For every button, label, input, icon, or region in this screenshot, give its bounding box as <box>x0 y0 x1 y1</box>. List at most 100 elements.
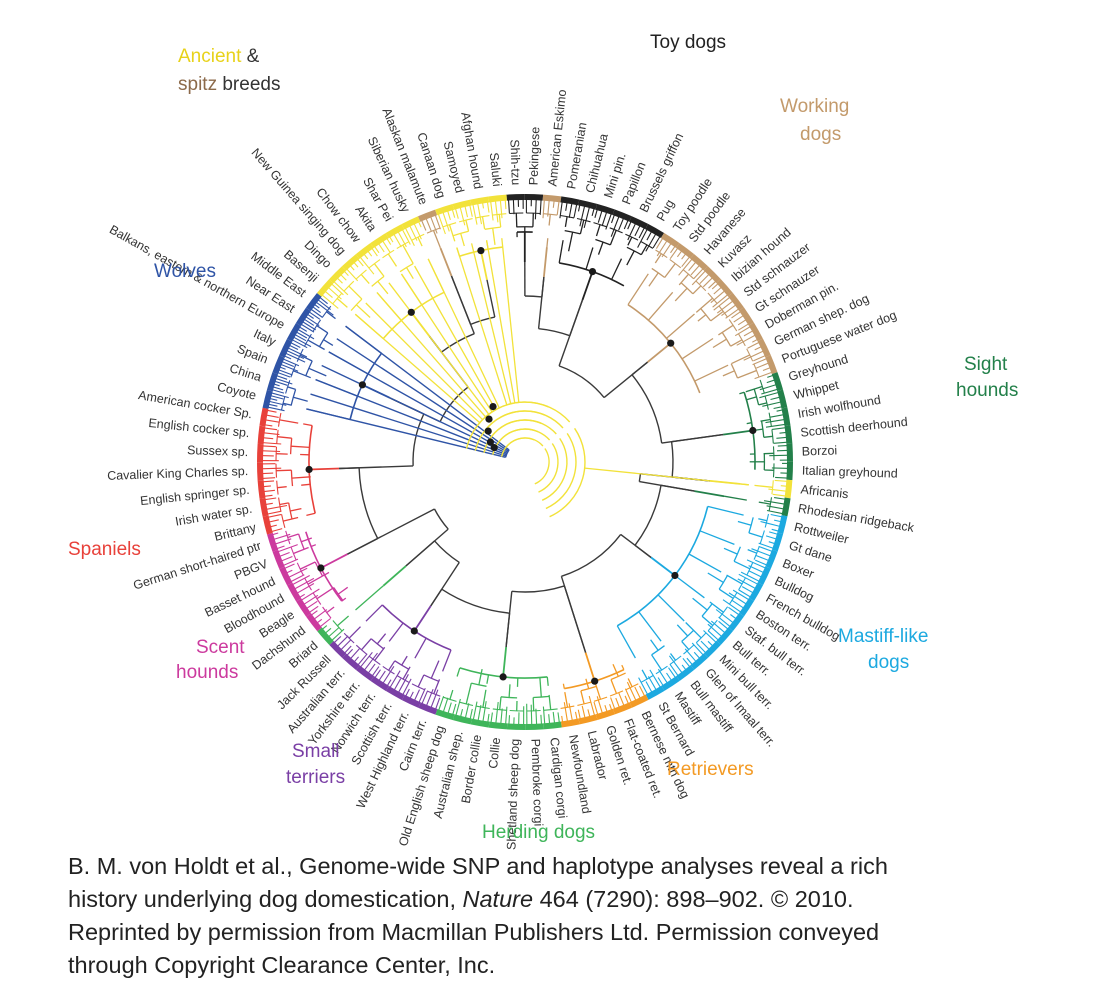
tree-branch <box>765 423 788 428</box>
leaf-ring <box>256 193 794 731</box>
clade-label-ancient: spitz breeds <box>178 74 280 95</box>
breed-label: Scottish deerhound <box>800 415 909 440</box>
leaf-color-band <box>452 714 472 725</box>
leaf-color-band <box>342 653 360 671</box>
tree-branch <box>430 660 440 679</box>
leaf-color-band <box>784 479 793 499</box>
leaf-color-band <box>506 193 525 201</box>
tree-arc <box>707 619 718 632</box>
tree-branch <box>564 216 568 228</box>
tree-branch <box>718 324 734 336</box>
tree-branch <box>295 327 315 340</box>
tree-branch <box>439 247 453 277</box>
tree-branch <box>627 273 649 306</box>
tree-branch <box>402 244 414 264</box>
tree-branch <box>763 500 787 505</box>
tree-branch <box>692 597 708 611</box>
tree-branch <box>627 678 633 688</box>
tree-arc <box>394 660 410 670</box>
leaf-color-band <box>418 209 438 222</box>
bootstrap-node <box>588 268 597 276</box>
tree-branch <box>362 652 378 673</box>
leaf-color-band <box>279 338 293 358</box>
leaf-color-band <box>703 640 721 658</box>
tree-branch <box>414 265 497 411</box>
tree-branch <box>621 664 625 670</box>
bootstrap-node <box>305 465 313 474</box>
clade-label-mastiff: Mastiff-like <box>838 626 928 647</box>
leaf-color-band <box>661 675 680 691</box>
tree-branch <box>669 653 677 661</box>
tree-branch <box>326 311 336 320</box>
leaf-color-band <box>738 307 754 326</box>
tree-branch <box>287 386 296 391</box>
tree-arc <box>475 705 490 710</box>
clade-label-toy: Toy dogs <box>650 32 726 53</box>
caption-line-2-start: history underlying dog domestication, <box>68 886 463 912</box>
tree-branch <box>547 198 550 217</box>
leaf-color-band <box>401 216 421 230</box>
tree-arc <box>560 214 575 219</box>
tree-arc <box>593 696 608 702</box>
tree-arc <box>396 675 410 683</box>
tree-branch <box>564 691 569 708</box>
tree-branch <box>291 335 312 348</box>
tree-branch <box>382 565 407 587</box>
leaf-color-band <box>757 338 771 358</box>
tree-branch <box>381 666 395 686</box>
tree-branch <box>336 338 509 452</box>
caption-line-2-end: 464 (7290): 898–902. © 2010. <box>533 886 854 912</box>
tree-branch <box>441 649 452 672</box>
tree-branch <box>535 708 538 727</box>
tree-arc <box>439 386 469 422</box>
tree-branch <box>260 441 282 445</box>
tree-arc <box>728 319 738 332</box>
tree-branch <box>626 681 638 703</box>
tree-branch <box>292 577 315 591</box>
tree-branch <box>626 250 635 266</box>
tree-branch <box>595 224 601 237</box>
journal-name: Nature <box>462 886 534 912</box>
tree-branch <box>361 638 372 651</box>
tree-branch <box>489 199 494 221</box>
bootstrap-node <box>499 673 507 681</box>
tree-branch <box>293 546 309 555</box>
tree-branch <box>320 553 348 569</box>
tree-branch <box>282 516 299 522</box>
tree-branch <box>482 701 487 724</box>
tree-branch <box>733 560 751 570</box>
tree-branch <box>567 231 574 252</box>
tree-branch <box>405 528 449 567</box>
tree-branch <box>287 533 299 539</box>
leaf-color-band <box>470 718 490 728</box>
leaf-color-band <box>578 199 598 210</box>
dog-phylogeny-tree: Shih-tzu Pekingese American EskimoPomerani… <box>68 32 1018 850</box>
tree-branch <box>481 216 486 230</box>
tree-arc <box>433 508 449 530</box>
tree-branch <box>712 338 727 349</box>
breed-label: China <box>228 361 263 384</box>
leaf-color-band <box>470 196 490 206</box>
breed-label: Collie <box>486 737 503 770</box>
tree-branch <box>486 674 490 684</box>
tree-branch <box>285 346 308 358</box>
tree-arc <box>477 401 571 426</box>
tree-branch <box>605 211 613 230</box>
leaf-color-band <box>629 694 649 708</box>
tree-branch <box>324 571 330 576</box>
tree-branch <box>286 567 308 579</box>
leaf-color-band <box>748 322 763 342</box>
breed-label: English cocker sp. <box>148 416 250 440</box>
tree-branch <box>763 435 773 438</box>
tree-branch <box>715 609 736 625</box>
tree-branch <box>650 639 659 651</box>
tree-branch <box>746 422 752 425</box>
tree-branch <box>320 293 339 309</box>
tree-branch <box>668 655 684 675</box>
tree-arc <box>541 438 568 501</box>
tree-arc <box>442 222 457 228</box>
tree-branch <box>403 225 415 246</box>
tree-branch <box>718 588 734 599</box>
tree-branch <box>459 205 466 226</box>
tree-branch <box>354 313 481 424</box>
